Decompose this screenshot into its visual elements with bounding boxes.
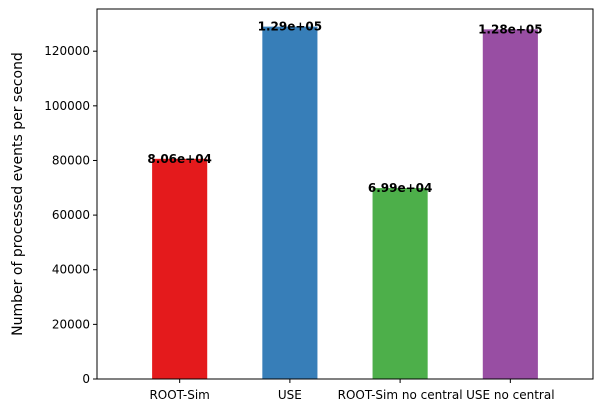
bar-0 <box>152 158 208 379</box>
bar-value-label: 1.28e+05 <box>478 22 543 36</box>
y-tick-label: 120000 <box>44 44 90 58</box>
y-axis: 0 20000 40000 60000 80000 100000 120000 <box>44 44 97 386</box>
y-tick-label: 60000 <box>52 208 90 222</box>
x-tick-label: USE no central <box>466 388 554 402</box>
x-tick-label: USE <box>278 388 302 402</box>
plot-frame <box>96 8 594 380</box>
y-axis-title: Number of processed events per second <box>10 52 26 336</box>
bar-value-label: 1.29e+05 <box>258 20 323 34</box>
y-tick-label: 0 <box>82 372 90 386</box>
y-tick-label: 40000 <box>52 263 90 277</box>
x-axis: ROOT-Sim USE ROOT-Sim no central USE no cen… <box>149 379 555 402</box>
y-tick-label: 100000 <box>44 99 90 113</box>
data-labels: 8.06e+04 1.29e+05 6.99e+04 1.28e+05 <box>147 20 542 195</box>
bar-value-label: 6.99e+04 <box>368 181 433 195</box>
y-tick-label: 20000 <box>52 317 90 331</box>
x-tick-label: ROOT-Sim <box>149 388 209 402</box>
bar-3 <box>482 29 538 380</box>
bar-1 <box>262 26 318 379</box>
bar-value-label: 8.06e+04 <box>147 152 212 166</box>
y-tick-label: 80000 <box>52 153 90 167</box>
bars-layer <box>152 26 538 380</box>
bar-2 <box>372 188 428 379</box>
x-tick-label: ROOT-Sim no central <box>338 388 463 402</box>
